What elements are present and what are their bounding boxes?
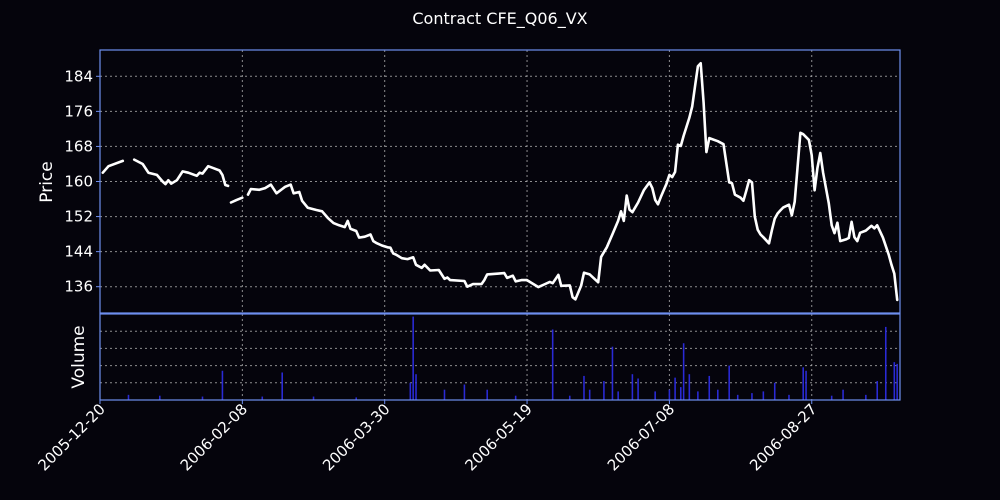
price-tick-label: 168 <box>64 137 93 155</box>
price-panel: 136 144 152 160 168 176 184 <box>64 49 901 314</box>
volume-bar <box>355 397 358 400</box>
volume-bar <box>865 394 867 400</box>
volume-bar <box>486 389 488 400</box>
volume-bar <box>805 370 807 400</box>
volume-bar <box>842 389 844 400</box>
volume-bar <box>159 395 161 400</box>
volume-bar <box>127 394 130 400</box>
volume-bar <box>617 391 619 400</box>
x-axis: 2005-12-20 2006-02-08 2006-03-30 2006-05-19… <box>34 400 821 474</box>
volume-bar <box>603 381 605 400</box>
x-tick-label: 2006-07-08 <box>604 400 678 474</box>
price-tick-label: 160 <box>64 173 93 191</box>
volume-bar <box>221 370 224 400</box>
volume-bar <box>312 396 315 400</box>
volume-bar <box>551 329 554 400</box>
price-series-line <box>132 158 230 188</box>
volume-bar <box>773 382 776 400</box>
volume-bar <box>583 375 585 400</box>
x-tick-label: 2006-02-08 <box>177 400 251 474</box>
volume-bar <box>788 394 790 400</box>
volume-panel <box>99 313 901 401</box>
price-tick-label: 144 <box>64 243 93 261</box>
price-tick-label: 176 <box>64 102 93 120</box>
volume-bar <box>884 326 887 400</box>
volume-bar <box>409 382 412 400</box>
volume-bar <box>443 389 446 400</box>
x-tick-label: 2006-05-19 <box>461 400 535 474</box>
volume-bar <box>568 395 571 400</box>
x-tick-label: 2006-08-27 <box>746 400 820 474</box>
volume-bar <box>728 365 730 400</box>
chart-title: Contract CFE_Q06_VX <box>412 9 587 29</box>
price-series-line <box>246 61 899 302</box>
volume-bar <box>654 391 656 400</box>
x-tick-label: 2006-03-30 <box>319 400 393 474</box>
volume-bar <box>588 389 591 400</box>
volume-bar <box>896 363 898 400</box>
volume-bar <box>261 396 264 400</box>
volume-bar <box>802 367 804 400</box>
volume-bar <box>688 374 691 400</box>
volume-bar <box>412 316 414 400</box>
volume-bar <box>514 395 517 400</box>
price-tick-label: 152 <box>64 208 93 226</box>
price-frame <box>99 49 901 314</box>
volume-bar <box>876 381 879 400</box>
volume-bar <box>697 391 699 400</box>
volume-bar <box>682 343 685 400</box>
volume-bar <box>762 391 765 400</box>
volume-bar <box>668 389 671 400</box>
volume-bar <box>708 375 711 400</box>
volume-axis-label: Volume <box>69 325 89 388</box>
price-series-line <box>101 159 125 174</box>
volume-bar <box>893 362 896 400</box>
price-tick-label: 136 <box>64 278 93 296</box>
volume-bar <box>415 374 417 400</box>
volume-bar <box>637 378 639 400</box>
volume-bar <box>281 372 283 400</box>
volume-bar <box>611 346 614 400</box>
volume-bar <box>751 393 753 400</box>
x-tick-label: 2005-12-20 <box>34 400 108 474</box>
volume-bar <box>631 374 634 400</box>
volume-bar <box>674 377 676 400</box>
volume-bar <box>463 384 466 400</box>
price-series-line <box>229 196 244 204</box>
volume-bar <box>680 387 682 400</box>
volume-bar <box>736 394 739 400</box>
volume-bar <box>201 396 204 400</box>
volume-frame <box>99 313 901 401</box>
price-axis-label: Price <box>37 161 57 202</box>
volume-bar <box>830 395 833 400</box>
volume-bar <box>717 389 719 400</box>
price-tick-label: 184 <box>64 67 93 85</box>
